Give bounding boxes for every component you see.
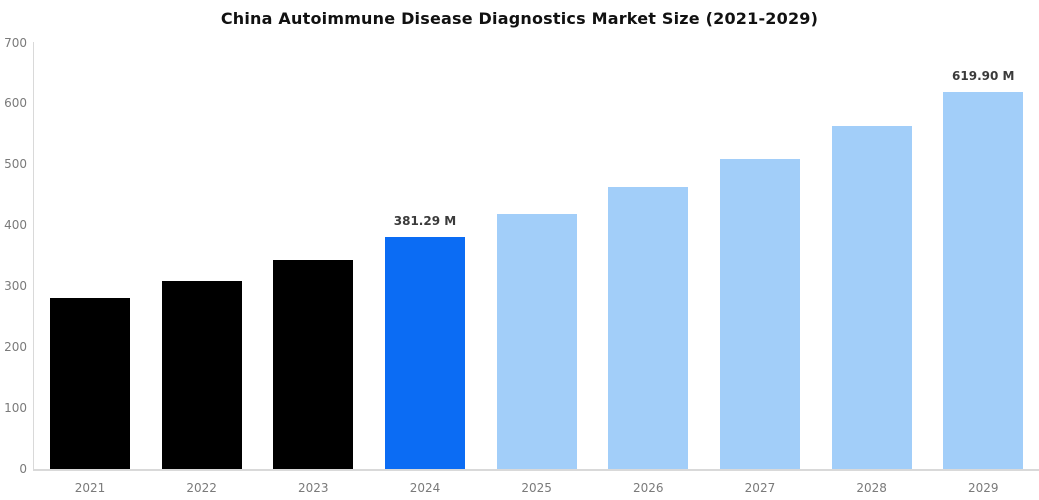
bar-2025 <box>496 213 577 470</box>
y-tick-label-600: 600 <box>4 96 27 111</box>
bar-2026 <box>608 187 689 470</box>
y-axis-line <box>33 42 35 470</box>
x-tick-label-2021: 2021 <box>74 481 106 495</box>
y-tick-label-700: 700 <box>4 35 27 50</box>
x-tick-label-2024: 2024 <box>409 481 441 495</box>
x-tick-label-2022: 2022 <box>186 481 217 495</box>
y-tick-label-400: 400 <box>4 218 27 233</box>
y-tick-label-0: 0 <box>19 462 27 476</box>
y-tick-label-500: 500 <box>4 157 27 172</box>
bar-value-label-2024: 381.29 M <box>393 214 457 229</box>
x-tick-label-2026: 2026 <box>633 481 664 495</box>
bar-2024 <box>384 237 465 470</box>
y-tick-label-100: 100 <box>4 401 27 416</box>
bar-2027 <box>719 158 800 470</box>
x-tick-label-2023: 2023 <box>298 481 329 495</box>
chart-title: China Autoimmune Disease Diagnostics Mar… <box>220 9 819 28</box>
x-tick-label-2028: 2028 <box>856 481 887 495</box>
bar-2022 <box>161 280 242 470</box>
x-tick-label-2029: 2029 <box>967 481 999 495</box>
x-axis-line <box>33 469 1039 471</box>
x-tick-label-2025: 2025 <box>521 481 552 495</box>
bar-2029 <box>943 91 1024 470</box>
y-tick-label-200: 200 <box>4 340 27 355</box>
bar-2028 <box>831 126 912 470</box>
x-tick-label-2027: 2027 <box>744 481 776 495</box>
y-tick-label-300: 300 <box>4 279 27 294</box>
bar-2023 <box>273 259 354 470</box>
bar-2021 <box>50 298 130 470</box>
bar-value-label-2029: 619.90 M <box>952 68 1015 83</box>
